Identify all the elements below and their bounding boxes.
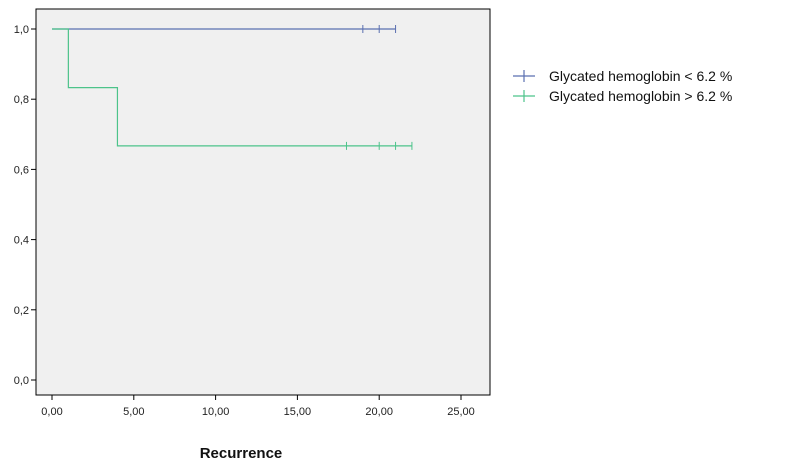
legend-label-2: Glycated hemoglobin > 6.2 % (549, 88, 732, 104)
x-tick-label: 15,00 (284, 406, 312, 418)
legend: Glycated hemoglobin < 6.2 % Glycated hemo… (513, 68, 732, 104)
x-tick-label: 20,00 (365, 406, 393, 418)
legend-label-1: Glycated hemoglobin < 6.2 % (549, 68, 732, 84)
x-axis-title: Recurrence (200, 445, 283, 462)
x-tick-label: 10,00 (202, 406, 230, 418)
y-tick-label: 0,8 (14, 94, 29, 106)
y-tick-label: 0,2 (14, 305, 29, 317)
x-tick-label: 0,00 (41, 406, 62, 418)
y-tick-label: 0,4 (14, 235, 29, 247)
y-tick-label: 0,6 (14, 164, 29, 176)
y-axis: 0,0 0,2 0,4 0,6 0,8 1,0 (14, 24, 36, 387)
x-tick-label: 25,00 (447, 406, 475, 418)
y-tick-label: 1,0 (14, 24, 29, 36)
x-axis: 0,00 5,00 10,00 15,00 20,00 25,00 (41, 395, 475, 418)
series-line-2 (52, 28, 412, 147)
series-layer (52, 25, 413, 150)
plot-background (35, 8, 491, 396)
x-tick-label: 5,00 (123, 406, 144, 418)
y-tick-label: 0,0 (14, 375, 29, 387)
